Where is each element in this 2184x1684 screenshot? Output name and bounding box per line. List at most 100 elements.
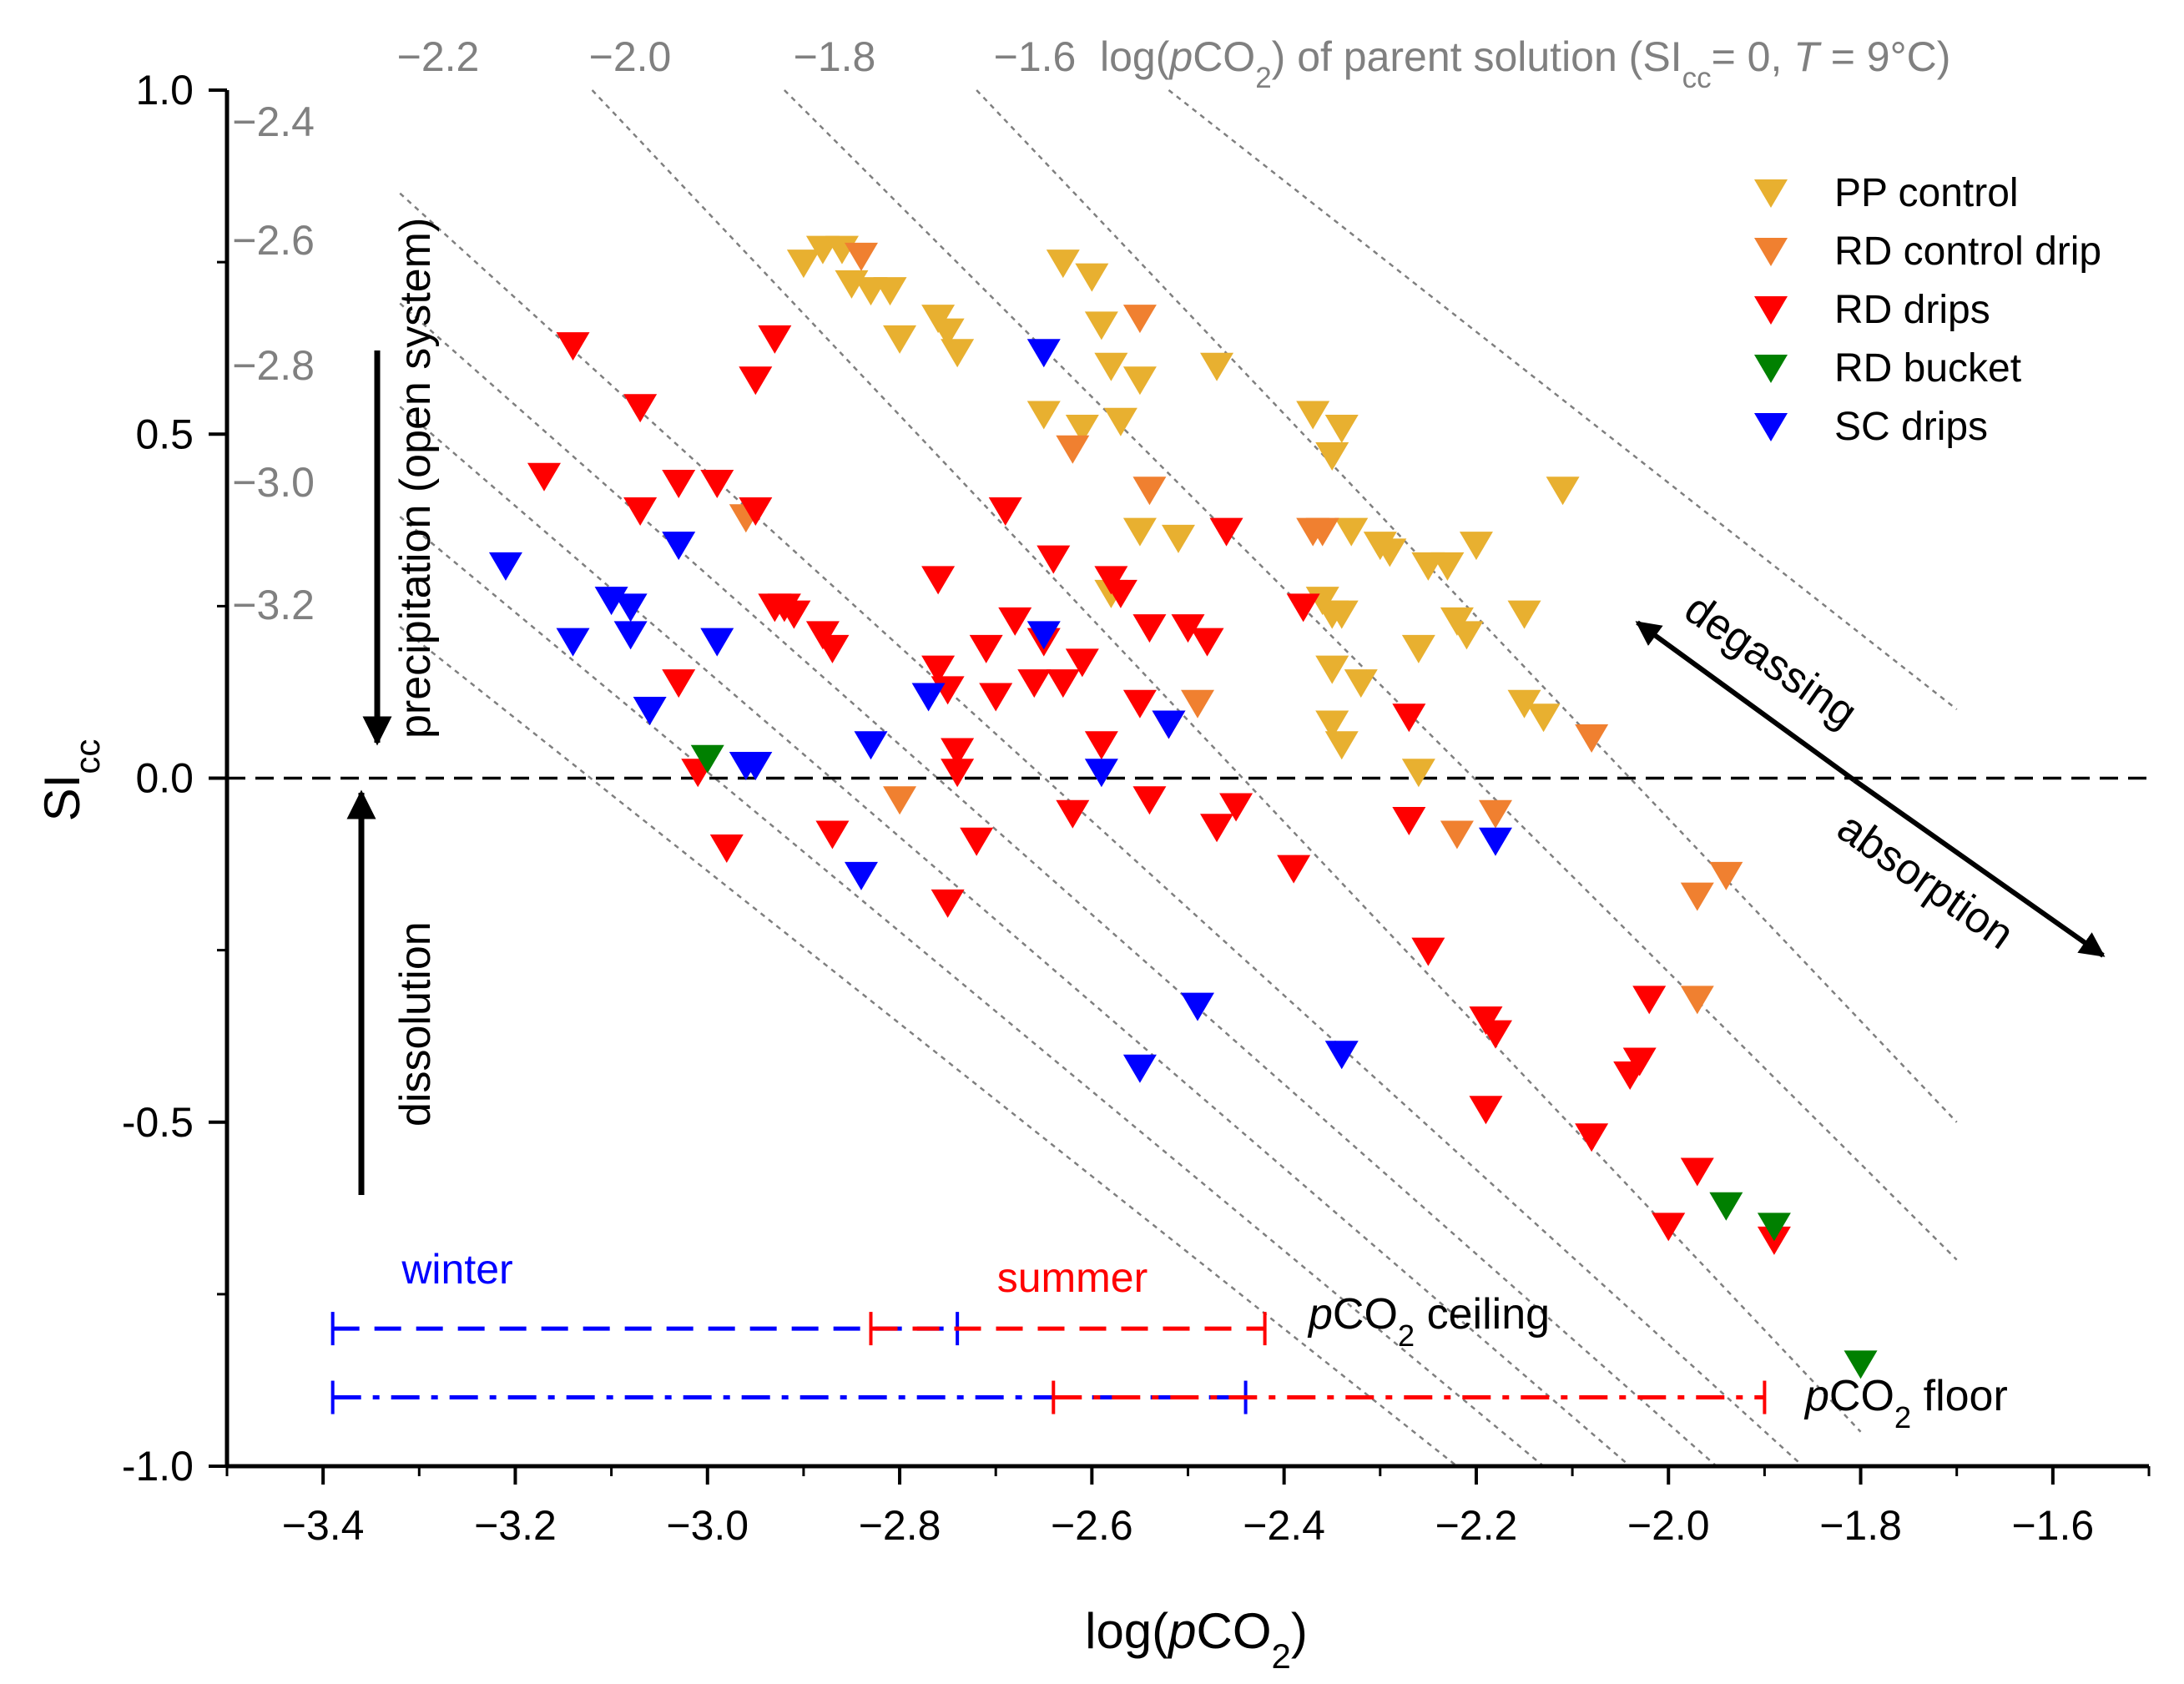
x-tick-label-5: −2.4: [1243, 1502, 1325, 1549]
data-point: [1305, 517, 1339, 547]
data-point: [998, 607, 1032, 636]
data-point: [1324, 731, 1359, 760]
data-point: [1171, 614, 1205, 643]
data-point: [883, 325, 917, 354]
data-point: [1324, 415, 1359, 444]
data-point: [1709, 861, 1743, 890]
data-point: [1122, 1054, 1157, 1083]
data-point: [1440, 820, 1474, 850]
y-tick-label-0: 1.0: [135, 67, 194, 113]
data-point: [1046, 669, 1080, 698]
series-rd-control-drip: [729, 242, 1743, 1015]
data-point: [1757, 1213, 1791, 1242]
summer-floor-range: [1052, 1380, 1767, 1414]
data-point: [777, 600, 811, 629]
legend-marker-0: [1754, 179, 1788, 208]
x-tick-label-8: −1.8: [1819, 1502, 1902, 1549]
isoline-6: [399, 406, 1632, 1467]
x-tick-label-7: −2.0: [1627, 1502, 1710, 1549]
data-point: [1046, 250, 1080, 279]
isoline-label-0: −1.6: [994, 33, 1077, 80]
y-tick-label-3: -0.5: [122, 1099, 194, 1146]
y-axis-title: SIcc: [34, 739, 107, 822]
data-point: [1622, 1047, 1657, 1076]
data-point: [739, 497, 773, 526]
pco2-ceiling-label: pCO2 ceiling: [1307, 1290, 1550, 1353]
data-point: [1181, 689, 1215, 718]
series-rd-drips: [527, 325, 1791, 1255]
data-point: [1286, 593, 1320, 623]
data-point: [1026, 339, 1061, 368]
x-tick-label-0: −3.4: [282, 1502, 365, 1549]
data-point: [1411, 937, 1445, 966]
isoline-1: [976, 89, 1958, 1123]
data-point: [883, 786, 917, 815]
legend-label-0: PP control: [1834, 171, 2019, 215]
data-point: [1152, 710, 1186, 739]
data-point: [941, 759, 975, 788]
data-point: [1122, 689, 1157, 718]
isoline-title: log(pCO2) of parent solution (SIcc= 0, T…: [1100, 33, 1950, 94]
degassing-label: degassing: [1676, 584, 1865, 737]
isoline-label-8: −3.2: [232, 582, 315, 628]
x-tick-label-9: −1.6: [2011, 1502, 2094, 1549]
data-point: [960, 827, 994, 856]
isoline-7: [399, 516, 1545, 1467]
data-point: [1200, 814, 1234, 843]
x-tick-label-4: −2.6: [1051, 1502, 1133, 1549]
data-point: [1373, 538, 1407, 567]
y-tick-label-1: 0.5: [135, 411, 194, 457]
data-point: [623, 394, 658, 423]
data-point: [941, 339, 975, 368]
winter-ceiling-range: [330, 1312, 960, 1346]
data-point: [1132, 786, 1167, 815]
data-point: [690, 744, 724, 774]
data-point: [1392, 806, 1426, 835]
data-point: [1507, 689, 1541, 718]
isoline-3: [591, 89, 1862, 1433]
data-point: [941, 738, 975, 767]
data-point: [1324, 600, 1359, 629]
data-point: [1709, 1192, 1743, 1221]
data-point: [1277, 855, 1311, 884]
data-point: [1392, 703, 1426, 733]
data-point: [1037, 545, 1071, 574]
legend-marker-3: [1754, 355, 1788, 383]
data-point: [1632, 986, 1667, 1015]
isoline-label-1: −1.8: [794, 33, 876, 80]
series-pp-control: [786, 235, 1580, 788]
data-point: [1844, 1350, 1878, 1379]
data-point: [662, 532, 696, 561]
data-point: [700, 628, 734, 657]
data-point: [1094, 352, 1128, 381]
isoline-labels: −1.6 −1.8 −2.0 −2.2 −2.4 −2.6 −2.8 −3.0 −3.2: [232, 33, 1076, 628]
season-ranges: winter summer pCO2 ceiling pCO2 floor: [330, 1246, 2008, 1434]
legend-item-2: RD drips: [1754, 288, 1990, 332]
data-point: [1161, 524, 1195, 553]
data-point: [844, 861, 878, 890]
series-sc-drips: [488, 339, 1512, 1083]
data-point: [1103, 579, 1137, 608]
isoline-label-6: −2.8: [232, 342, 315, 389]
data-point: [1200, 352, 1234, 381]
isoline-label-3: −2.2: [397, 33, 480, 80]
data-point: [921, 655, 956, 684]
data-point: [1122, 305, 1157, 334]
absorption-arrow: [1853, 778, 2106, 958]
data-point: [1546, 476, 1580, 506]
data-point: [1056, 435, 1090, 464]
data-point: [1344, 669, 1378, 698]
isoline-label-5: −2.6: [232, 217, 315, 264]
y-tick-label-4: -1.0: [122, 1443, 194, 1490]
data-point: [1132, 476, 1167, 506]
data-point: [1132, 614, 1167, 643]
data-point: [1026, 401, 1061, 430]
data-point: [527, 462, 561, 492]
data-point: [1575, 724, 1609, 754]
data-point: [1459, 532, 1493, 561]
legend-label-3: RD bucket: [1834, 346, 2021, 391]
precipitation-label: precipitation (open system): [391, 218, 440, 739]
data-point: [1315, 655, 1349, 684]
data-point: [844, 242, 878, 271]
data-point: [1122, 517, 1157, 547]
